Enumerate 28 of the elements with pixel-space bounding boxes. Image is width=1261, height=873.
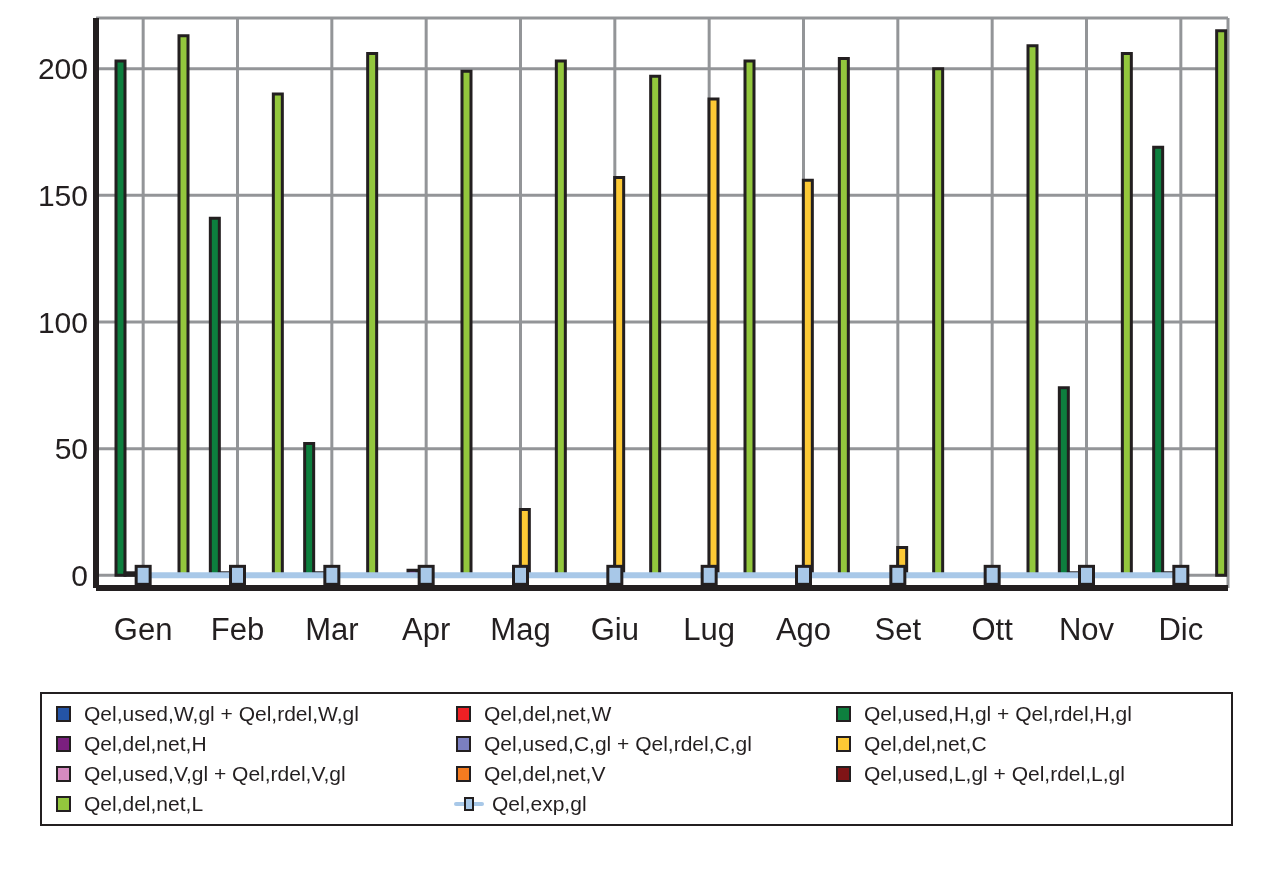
x-tick-label: Nov [1058, 612, 1115, 648]
legend-label: Qel,used,L,gl + Qel,rdel,L,gl [864, 762, 1125, 786]
legend-label: Qel,used,V,gl + Qel,rdel,V,gl [84, 762, 346, 786]
legend-label: Qel,used,C,gl + Qel,rdel,C,gl [484, 732, 752, 756]
x-tick-label: Gen [113, 612, 173, 648]
x-tick-label: Apr [402, 612, 451, 648]
legend-label: Qel,del,net,L [84, 792, 204, 816]
x-tick-label: Giu [590, 612, 639, 648]
y-tick-label: 200 [37, 52, 88, 86]
legend-label: Qel,exp,gl [492, 792, 587, 816]
legend-label: Qel,del,net,C [864, 732, 987, 756]
x-tick-label: Feb [210, 612, 265, 648]
legend-label: Qel,used,H,gl + Qel,rdel,H,gl [864, 702, 1132, 726]
x-tick-label: Ott [971, 612, 1014, 648]
x-tick-label: Mag [490, 612, 551, 648]
x-tick-label: Dic [1158, 612, 1204, 648]
x-tick-label: Set [874, 612, 922, 648]
y-tick-label: 50 [54, 432, 88, 466]
y-tick-label: 150 [37, 178, 88, 212]
legend-label: Qel,del,net,W [484, 702, 612, 726]
legend-label: Qel,used,W,gl + Qel,rdel,W,gl [84, 702, 359, 726]
legend-label: Qel,del,net,V [484, 762, 606, 786]
x-tick-label: Lug [683, 612, 736, 648]
legend-label: Qel,del,net,H [84, 732, 207, 756]
x-tick-label: Ago [775, 612, 832, 648]
y-tick-label: 0 [71, 558, 88, 592]
x-tick-label: Mar [305, 612, 359, 648]
y-tick-label: 100 [37, 305, 88, 339]
